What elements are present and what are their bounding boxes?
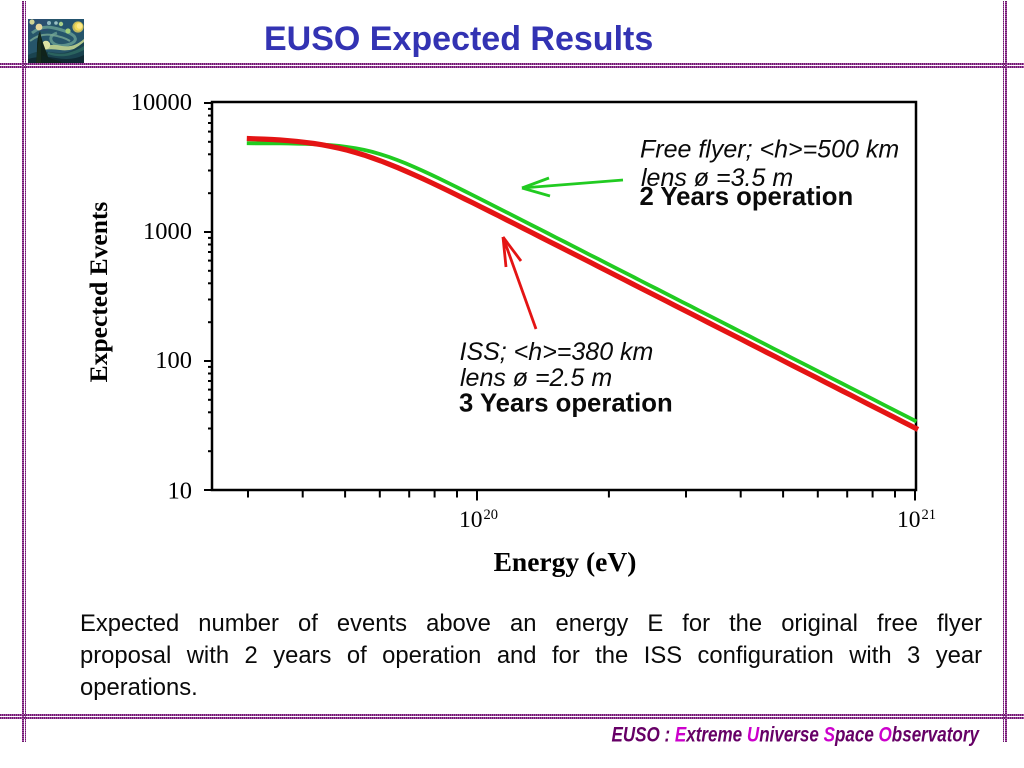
svg-text:Free flyer; <h>=500 km: Free flyer; <h>=500 km <box>640 136 899 164</box>
svg-text:21: 21 <box>922 507 937 523</box>
svg-text:20: 20 <box>484 507 499 523</box>
svg-text:Expected Events: Expected Events <box>84 202 113 383</box>
svg-text:3 Years operation: 3 Years operation <box>459 390 673 418</box>
svg-text:lens ø =2.5 m: lens ø =2.5 m <box>460 364 612 392</box>
svg-text:100: 100 <box>155 347 192 374</box>
svg-text:EUSO : Extreme Universe Space: EUSO : Extreme Universe Space Observator… <box>612 724 981 747</box>
svg-text:10: 10 <box>897 507 921 533</box>
svg-text:lens ø =3.5 m: lens ø =3.5 m <box>641 164 793 192</box>
svg-text:ISS; <h>=380 km: ISS; <h>=380 km <box>460 338 654 366</box>
svg-text:Energy (eV): Energy (eV) <box>494 546 637 577</box>
svg-text:10000: 10000 <box>131 89 192 116</box>
svg-text:10: 10 <box>168 478 193 505</box>
svg-text:1000: 1000 <box>143 218 192 245</box>
svg-text:10: 10 <box>459 507 483 533</box>
svg-text:2 Years operation: 2 Years operation <box>640 183 854 211</box>
